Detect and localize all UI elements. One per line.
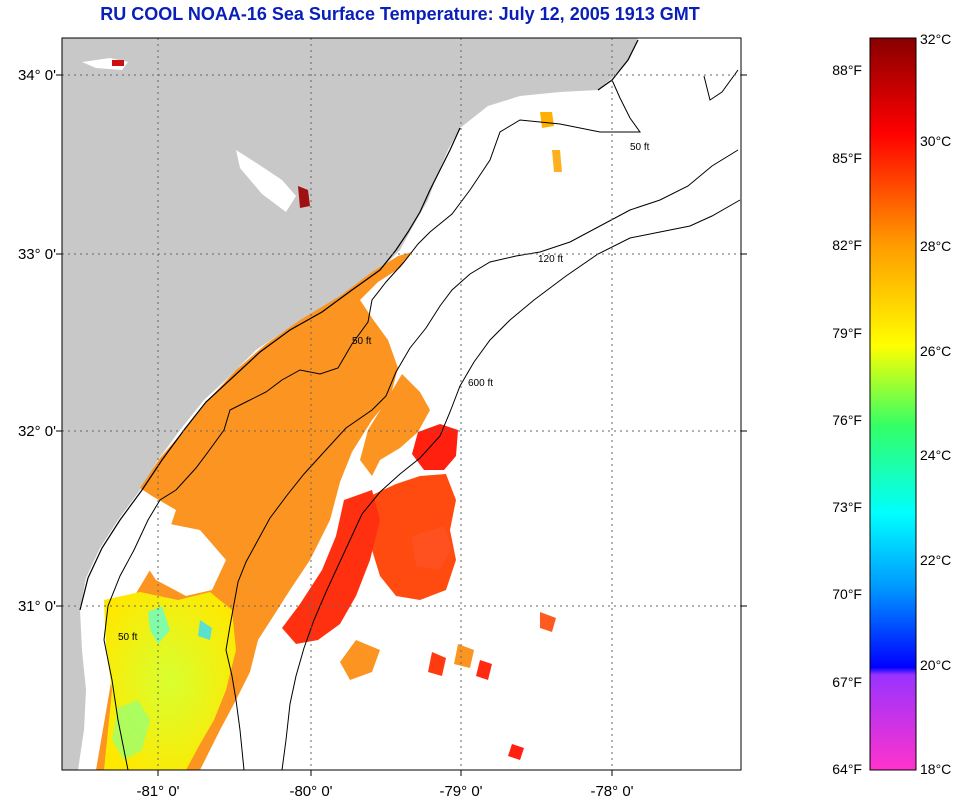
contour-label-600ft-a: 600 ft	[468, 378, 493, 389]
lon-label-80: -80° 0'	[289, 783, 332, 800]
contour-50ft	[103, 79, 641, 770]
cb-c-22: 22°C	[920, 552, 951, 568]
lon-label-81: -81° 0'	[136, 783, 179, 800]
cb-f-67: 67°F	[832, 674, 862, 690]
cb-c-24: 24°C	[920, 447, 951, 463]
lat-label-32: 32° 0'	[18, 423, 56, 440]
contour-120ft	[225, 149, 739, 770]
lat-label-31: 31° 0'	[18, 598, 56, 615]
lat-label-34: 34° 0'	[18, 67, 56, 84]
cb-f-85: 85°F	[832, 150, 862, 166]
cb-f-70: 70°F	[832, 586, 862, 602]
cb-c-20: 20°C	[920, 657, 951, 673]
colorbar-celsius-labels: 32°C 30°C 28°C 26°C 24°C 22°C 20°C 18°C	[920, 31, 951, 777]
cb-f-88: 88°F	[832, 62, 862, 78]
contour-600ft	[281, 199, 741, 770]
lat-label-33: 33° 0'	[18, 246, 56, 263]
lon-label-78: -78° 0'	[590, 783, 633, 800]
cb-f-64: 64°F	[832, 761, 862, 777]
contour-label-120ft-a: 120 ft	[538, 254, 563, 265]
contour-label-50ft-c: 50 ft	[118, 632, 138, 643]
cb-c-32: 32°C	[920, 31, 951, 47]
cb-c-18: 18°C	[920, 761, 951, 777]
cb-c-28: 28°C	[920, 238, 951, 254]
cb-f-73: 73°F	[832, 499, 862, 515]
contour-label-50ft-b: 50 ft	[630, 142, 650, 153]
colorbar	[869, 37, 917, 771]
cb-c-30: 30°C	[920, 133, 951, 149]
cb-f-79: 79°F	[832, 325, 862, 341]
cb-f-76: 76°F	[832, 412, 862, 428]
cb-c-26: 26°C	[920, 343, 951, 359]
lon-label-79: -79° 0'	[439, 783, 482, 800]
cb-f-82: 82°F	[832, 237, 862, 253]
colorbar-fahrenheit-labels: 88°F 85°F 82°F 79°F 76°F 73°F 70°F 67°F …	[832, 62, 862, 777]
map-title: RU COOL NOAA-16 Sea Surface Temperature:…	[100, 4, 700, 24]
map-frame	[61, 37, 742, 771]
contour-label-50ft-a: 50 ft	[352, 336, 372, 347]
land-area	[62, 38, 638, 770]
